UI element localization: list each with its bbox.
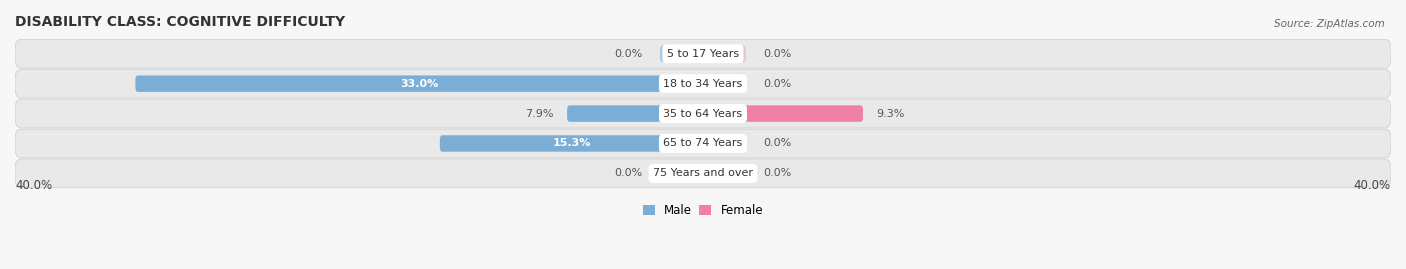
Text: Source: ZipAtlas.com: Source: ZipAtlas.com bbox=[1274, 19, 1385, 29]
Text: 35 to 64 Years: 35 to 64 Years bbox=[664, 109, 742, 119]
FancyBboxPatch shape bbox=[703, 75, 747, 92]
FancyBboxPatch shape bbox=[15, 40, 1391, 68]
Text: 65 to 74 Years: 65 to 74 Years bbox=[664, 139, 742, 148]
Text: 0.0%: 0.0% bbox=[763, 139, 792, 148]
Text: 0.0%: 0.0% bbox=[614, 49, 643, 59]
FancyBboxPatch shape bbox=[440, 135, 703, 152]
FancyBboxPatch shape bbox=[703, 135, 747, 152]
Text: 40.0%: 40.0% bbox=[1354, 179, 1391, 192]
FancyBboxPatch shape bbox=[15, 159, 1391, 188]
Text: 75 Years and over: 75 Years and over bbox=[652, 168, 754, 178]
Text: 15.3%: 15.3% bbox=[553, 139, 591, 148]
Text: 7.9%: 7.9% bbox=[524, 109, 554, 119]
FancyBboxPatch shape bbox=[703, 45, 747, 62]
Text: 33.0%: 33.0% bbox=[401, 79, 439, 89]
Text: 0.0%: 0.0% bbox=[763, 168, 792, 178]
Text: 0.0%: 0.0% bbox=[763, 79, 792, 89]
Text: 0.0%: 0.0% bbox=[614, 168, 643, 178]
Legend: Male, Female: Male, Female bbox=[638, 199, 768, 222]
FancyBboxPatch shape bbox=[15, 99, 1391, 128]
FancyBboxPatch shape bbox=[15, 129, 1391, 158]
FancyBboxPatch shape bbox=[15, 69, 1391, 98]
Text: 5 to 17 Years: 5 to 17 Years bbox=[666, 49, 740, 59]
FancyBboxPatch shape bbox=[703, 105, 863, 122]
FancyBboxPatch shape bbox=[135, 75, 703, 92]
FancyBboxPatch shape bbox=[659, 45, 703, 62]
Text: 9.3%: 9.3% bbox=[877, 109, 905, 119]
Text: 40.0%: 40.0% bbox=[15, 179, 52, 192]
Text: 18 to 34 Years: 18 to 34 Years bbox=[664, 79, 742, 89]
FancyBboxPatch shape bbox=[703, 165, 747, 182]
FancyBboxPatch shape bbox=[567, 105, 703, 122]
Text: DISABILITY CLASS: COGNITIVE DIFFICULTY: DISABILITY CLASS: COGNITIVE DIFFICULTY bbox=[15, 15, 344, 29]
Text: 0.0%: 0.0% bbox=[763, 49, 792, 59]
FancyBboxPatch shape bbox=[659, 165, 703, 182]
